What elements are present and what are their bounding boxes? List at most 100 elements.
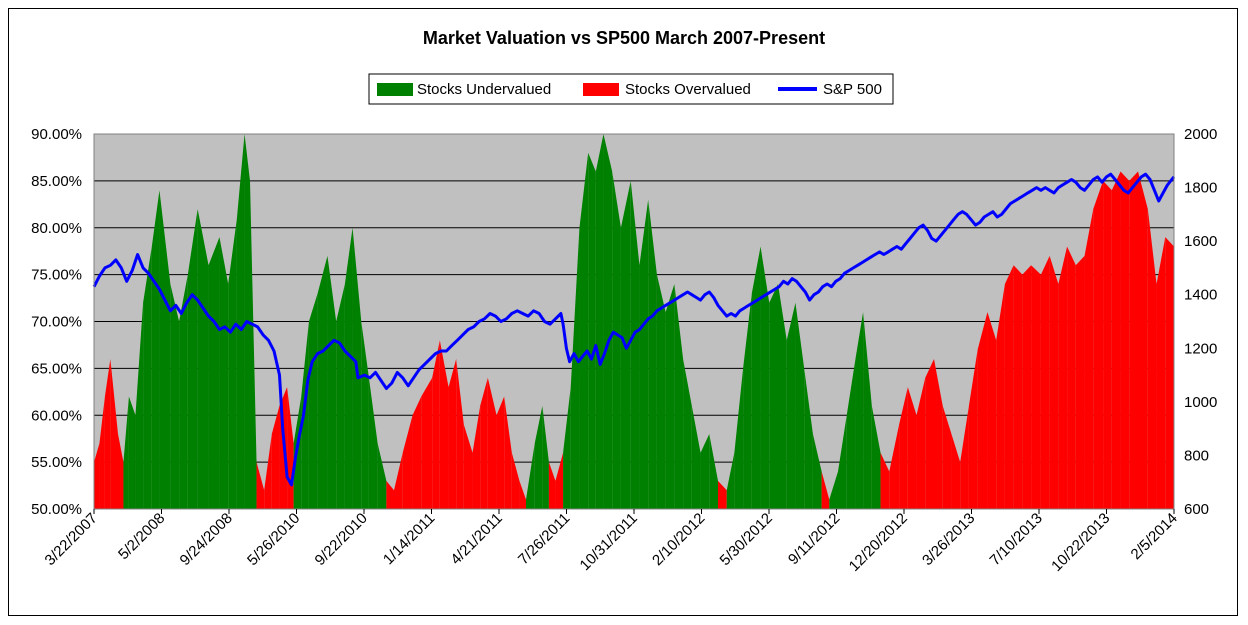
undervalued-bar xyxy=(751,246,761,509)
overvalued-bar xyxy=(942,405,952,509)
overvalued-bar xyxy=(1067,246,1076,509)
overvalued-bar xyxy=(548,462,556,509)
x-tick-label: 9/11/2012 xyxy=(785,510,843,568)
y-left-tick-label: 85.00% xyxy=(31,173,82,190)
overvalued-bar xyxy=(487,377,497,509)
y-left-tick-label: 75.00% xyxy=(31,267,82,284)
legend: Stocks Undervalued Stocks Overvalued S&P… xyxy=(368,73,894,105)
x-tick-label: 10/22/2013 xyxy=(1048,510,1113,575)
undervalued-bar xyxy=(639,199,649,509)
y-right-tick-label: 1600 xyxy=(1184,233,1217,250)
overvalued-bar xyxy=(104,359,111,509)
undervalued-bar xyxy=(734,368,744,509)
y-left-tick-label: 55.00% xyxy=(31,454,82,471)
overvalued-bar xyxy=(448,359,457,509)
overvalued-bar xyxy=(1147,209,1157,509)
overvalued-bar xyxy=(1156,237,1166,509)
overvalued-bar xyxy=(977,312,988,509)
overvalued-bar xyxy=(1103,180,1112,509)
sp500-line xyxy=(92,172,1176,487)
undervalued-bar xyxy=(579,152,589,509)
undervalued-bar xyxy=(228,218,237,509)
undervalued-bar xyxy=(327,255,337,509)
undervalued-bar xyxy=(534,405,543,509)
overvalued-bar xyxy=(264,434,272,509)
overvalued-bar xyxy=(1058,246,1068,509)
undervalued-bar xyxy=(726,452,735,509)
undervalued-bar xyxy=(542,405,549,509)
overvalued-bar xyxy=(511,452,520,509)
chart-title: Market Valuation vs SP500 March 2007-Pre… xyxy=(423,28,825,48)
undervalued-bar xyxy=(135,302,144,509)
x-tick-label: 3/22/2007 xyxy=(42,510,101,569)
y-left-tick-label: 70.00% xyxy=(31,314,82,331)
undervalued-bar xyxy=(683,359,692,509)
overvalued-bar xyxy=(504,396,512,509)
overvalued-bar xyxy=(1120,171,1130,509)
x-tick-label: 12/20/2012 xyxy=(846,510,911,575)
undervalued-bar xyxy=(563,387,571,509)
overvalued-bar xyxy=(889,424,900,509)
overvalued-bar xyxy=(412,396,422,509)
undervalued-bar xyxy=(665,284,675,509)
undervalued-bar xyxy=(151,190,160,509)
overvalued-bar xyxy=(394,452,403,509)
undervalued-bar xyxy=(700,434,710,509)
undervalued-bar xyxy=(317,255,328,509)
undervalued-bar xyxy=(603,134,613,509)
x-tick-label: 5/2/2008 xyxy=(115,510,168,563)
overvalued-bar xyxy=(271,405,280,509)
overvalued-bar xyxy=(1031,265,1041,509)
undervalued-bar xyxy=(612,171,621,509)
undervalued-bar xyxy=(769,284,778,509)
undervalued-bar xyxy=(361,321,369,509)
y-right-tick-label: 1800 xyxy=(1184,180,1217,197)
legend-label-overvalued: Stocks Overvalued xyxy=(625,81,751,98)
y-right-tick-label: 800 xyxy=(1184,447,1209,464)
overvalued-bar xyxy=(456,359,464,509)
overvalued-bar xyxy=(987,312,997,509)
y-right-tick-label: 2000 xyxy=(1184,126,1217,143)
overvalued-bar xyxy=(110,359,118,509)
x-tick-label: 1/14/2011 xyxy=(380,510,438,568)
overvalued-bar xyxy=(519,480,526,509)
overvalued-bar xyxy=(1093,180,1104,509)
overvalued-bar xyxy=(899,387,908,509)
overvalued-bar xyxy=(968,349,978,509)
overvalued-bar xyxy=(256,462,265,509)
overvalued-bar xyxy=(1138,171,1148,509)
undervalued-bar xyxy=(829,471,838,509)
undervalued-bar xyxy=(656,274,666,509)
legend-label-undervalued: Stocks Undervalued xyxy=(417,81,551,98)
undervalued-bar xyxy=(377,443,387,509)
overvalued-bar xyxy=(907,387,917,509)
overvalued-bar xyxy=(118,434,124,509)
y-left-tick-label: 65.00% xyxy=(31,360,82,377)
undervalued-bar xyxy=(301,321,309,509)
legend-label-sp500: S&P 500 xyxy=(823,81,882,98)
undervalued-bar xyxy=(187,209,198,509)
x-tick-label: 7/26/2011 xyxy=(515,510,573,568)
y-axis-right: 2000 1800 1600 1400 1200 1000 800 600 xyxy=(1184,126,1217,518)
undervalued-bar xyxy=(219,237,229,509)
overvalued-bar xyxy=(472,405,481,509)
undervalued-bar xyxy=(709,434,718,509)
x-axis: 3/22/2007 5/2/2008 9/24/2008 5/26/2010 9/22/… xyxy=(42,509,1181,575)
undervalued-bar xyxy=(595,134,604,509)
y-right-tick-label: 600 xyxy=(1184,501,1209,518)
overvalued-bar xyxy=(925,359,934,509)
overvalued-bar xyxy=(1040,255,1050,509)
overvalued-bar xyxy=(821,471,830,509)
overvalued-bar xyxy=(480,377,488,509)
undervalued-bar xyxy=(179,274,188,509)
overvalued-bar xyxy=(432,340,440,509)
overvalued-bar xyxy=(1022,265,1032,509)
x-tick-label: 5/30/2012 xyxy=(717,510,776,569)
x-tick-label: 3/26/2013 xyxy=(919,510,978,569)
undervalued-bar xyxy=(838,415,847,509)
undervalued-bar xyxy=(336,284,345,509)
overvalued-bar xyxy=(421,377,433,509)
undervalued-bar xyxy=(208,237,220,509)
undervalued-bar xyxy=(812,434,822,509)
